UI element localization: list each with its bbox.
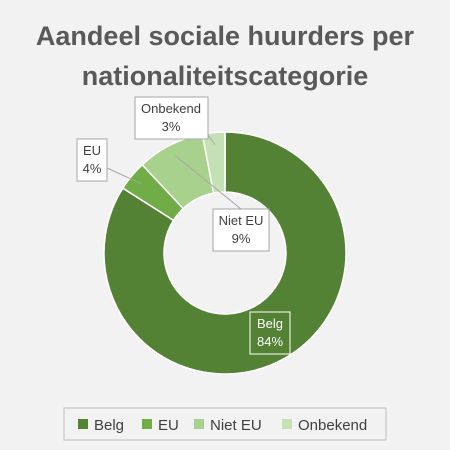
data-label-onbekend-value: 3% bbox=[162, 119, 181, 134]
legend-label-eu: EU bbox=[158, 417, 179, 434]
legend-box bbox=[63, 407, 387, 441]
legend-swatch-belg bbox=[78, 419, 88, 429]
chart-title-line-2: nationaliteitscategorie bbox=[82, 61, 369, 91]
leader-line-eu bbox=[106, 167, 142, 184]
legend-item-niet-eu: Niet EU bbox=[194, 417, 262, 434]
legend-item-eu: EU bbox=[142, 417, 179, 434]
legend-label-niet-eu: Niet EU bbox=[210, 417, 262, 434]
data-label-niet-eu-box bbox=[212, 208, 270, 252]
data-label-eu-value: 4% bbox=[83, 161, 102, 176]
data-label-onbekend-box bbox=[134, 96, 209, 140]
data-label-belg-name: Belg bbox=[257, 316, 283, 331]
data-label-eu: EU 4% bbox=[76, 138, 108, 182]
chart-title-line-1: Aandeel sociale huurders per bbox=[36, 21, 415, 51]
data-label-belg: Belg 84% bbox=[249, 311, 291, 355]
data-label-eu-box bbox=[76, 138, 108, 182]
data-label-belg-value: 84% bbox=[257, 334, 283, 349]
legend-label-onbekend: Onbekend bbox=[298, 417, 367, 434]
legend-swatch-niet-eu bbox=[194, 419, 204, 429]
legend-swatch-eu bbox=[142, 419, 152, 429]
legend: Belg EU Niet EU Onbekend bbox=[63, 407, 387, 441]
data-label-onbekend-name: Onbekend bbox=[141, 101, 201, 116]
leader-line-niet-eu bbox=[175, 155, 242, 210]
leader-lines bbox=[106, 134, 242, 210]
legend-item-belg: Belg bbox=[78, 417, 124, 434]
legend-label-belg: Belg bbox=[94, 417, 124, 434]
data-label-onbekend: Onbekend 3% bbox=[134, 96, 209, 140]
data-label-niet-eu-value: 9% bbox=[232, 231, 251, 246]
legend-swatch-onbekend bbox=[282, 419, 292, 429]
legend-item-onbekend: Onbekend bbox=[282, 417, 367, 434]
data-label-eu-name: EU bbox=[83, 143, 101, 158]
data-label-niet-eu-name: Niet EU bbox=[219, 213, 264, 228]
slice-onbekend bbox=[201, 131, 226, 194]
data-label-belg-box bbox=[249, 311, 291, 355]
data-label-niet-eu: Niet EU 9% bbox=[212, 208, 270, 252]
leader-line-onbekend bbox=[207, 134, 216, 145]
